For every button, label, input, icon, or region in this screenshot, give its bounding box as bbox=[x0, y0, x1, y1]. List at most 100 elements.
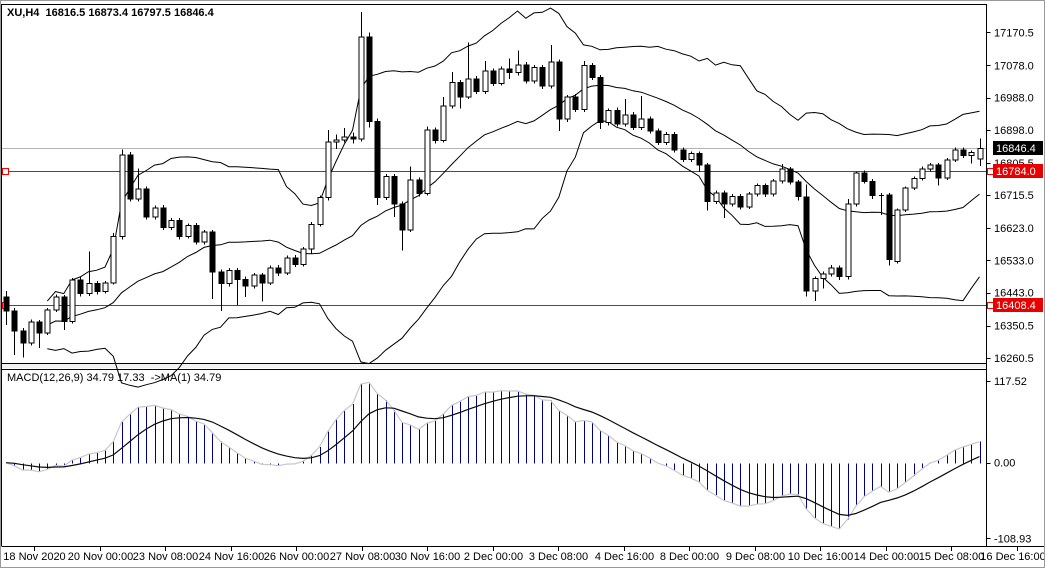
price-tick-label: 17170.5 bbox=[994, 27, 1034, 39]
line-anchor-square[interactable] bbox=[2, 168, 9, 175]
macd-main-line bbox=[5, 381, 980, 530]
candle-bear bbox=[506, 68, 513, 74]
price-tick-label: 16350.5 bbox=[994, 321, 1034, 333]
line-anchor-square[interactable] bbox=[987, 302, 994, 309]
candle-bear bbox=[556, 61, 563, 120]
candle-bear bbox=[399, 203, 406, 231]
time-tick-label: 27 Nov 08:00 bbox=[330, 551, 395, 563]
time-axis[interactable]: 18 Nov 2020 20 Nov 00:00 23 Nov 08:00 24 No… bbox=[3, 547, 1045, 563]
candle-bear bbox=[935, 164, 942, 179]
macd-signal-line bbox=[5, 395, 980, 517]
candle-bull bbox=[605, 110, 612, 124]
candle-bear bbox=[3, 296, 10, 312]
candle-bear bbox=[704, 164, 711, 202]
candle-bear bbox=[523, 64, 530, 82]
macd-tick-label: 117.52 bbox=[994, 376, 1027, 388]
price-tick-label: 16260.5 bbox=[994, 353, 1034, 365]
candle-bear bbox=[11, 310, 18, 332]
candle-bear bbox=[259, 274, 266, 284]
candle-bull bbox=[201, 231, 208, 243]
candle-bear bbox=[836, 267, 843, 277]
candle-bear bbox=[737, 195, 744, 208]
price-tick-label: 17078.0 bbox=[994, 60, 1034, 72]
time-tick-label: 8 Dec 00:00 bbox=[660, 551, 719, 563]
candle-bull bbox=[440, 105, 447, 142]
candle-bear bbox=[366, 36, 373, 122]
candle-bull bbox=[853, 172, 860, 205]
candle-bull bbox=[564, 96, 571, 120]
panel-splitter[interactable] bbox=[2, 364, 987, 368]
time-tick-label: 14 Dec 00:00 bbox=[854, 551, 919, 563]
candle-bear bbox=[647, 118, 654, 132]
candle-bull bbox=[770, 180, 777, 195]
bollinger-upper-band bbox=[46, 7, 980, 302]
macd-tick-label: -108.93 bbox=[994, 533, 1031, 545]
candle-bear bbox=[160, 207, 167, 228]
candle-bull bbox=[919, 168, 926, 179]
candle-bull bbox=[746, 193, 753, 208]
candle-bear bbox=[143, 188, 150, 218]
candle-bull bbox=[894, 209, 901, 262]
candle-bull bbox=[251, 274, 258, 287]
time-tick-label: 18 Nov 2020 bbox=[3, 551, 65, 563]
candle-bull bbox=[341, 136, 348, 141]
candle-bear bbox=[176, 219, 183, 237]
candle-bear bbox=[597, 76, 604, 124]
candle-bull bbox=[86, 283, 93, 295]
candle-bear bbox=[350, 136, 357, 140]
candle-bear bbox=[292, 257, 299, 265]
candle-bull bbox=[28, 321, 35, 344]
price-tick-label: 16443.0 bbox=[994, 288, 1034, 300]
candle-bear bbox=[416, 179, 423, 195]
candle-bear bbox=[655, 130, 662, 144]
candle-bear bbox=[630, 114, 637, 128]
price-tick-label: 16715.5 bbox=[994, 190, 1034, 202]
candle-bull bbox=[383, 175, 390, 198]
candle-bull bbox=[449, 82, 456, 107]
price-badge-label: 16784.0 bbox=[996, 166, 1036, 178]
candle-bear bbox=[20, 330, 27, 344]
time-tick-label: 26 Nov 00:00 bbox=[264, 551, 329, 563]
candle-bear bbox=[275, 267, 282, 274]
candle-bull bbox=[754, 185, 761, 195]
candle-bull bbox=[638, 118, 645, 128]
candle-bear bbox=[242, 278, 249, 287]
candle-bull bbox=[226, 269, 233, 285]
candle-bull bbox=[267, 267, 274, 284]
time-tick-label: 3 Dec 08:00 bbox=[529, 551, 588, 563]
candle-bull bbox=[102, 282, 109, 292]
candle-bear bbox=[671, 134, 678, 151]
candle-bear bbox=[36, 321, 43, 334]
line-anchor-square[interactable] bbox=[987, 168, 994, 175]
time-tick-label: 15 Dec 08:00 bbox=[919, 551, 984, 563]
candle-bull bbox=[358, 36, 365, 140]
price-axis[interactable]: 17170.517078.016988.016898.016805.516715… bbox=[986, 27, 1044, 545]
candle-bull bbox=[333, 139, 340, 143]
candle-bear bbox=[374, 120, 381, 198]
candle-bull bbox=[713, 192, 720, 202]
candle-bull bbox=[911, 177, 918, 189]
candle-bull bbox=[152, 207, 159, 218]
candle-bull bbox=[168, 219, 175, 228]
candle-bull bbox=[845, 203, 852, 277]
candle-bull bbox=[53, 296, 60, 311]
time-tick-label: 16 Dec 16:00 bbox=[980, 551, 1045, 563]
candle-bear bbox=[539, 67, 546, 87]
candle-bear bbox=[457, 82, 464, 98]
candle-bull bbox=[820, 273, 827, 280]
candle-bear bbox=[795, 181, 802, 197]
candle-bear bbox=[589, 64, 596, 78]
price-badge-label: 16408.4 bbox=[996, 300, 1036, 312]
time-tick-label: 9 Dec 08:00 bbox=[726, 551, 785, 563]
candle-bear bbox=[218, 271, 225, 285]
candle-bull bbox=[300, 248, 307, 265]
candle-bull bbox=[284, 257, 291, 274]
candle-bear bbox=[721, 192, 728, 205]
bollinger-middle-band bbox=[47, 84, 980, 326]
time-tick-label: 20 Nov 00:00 bbox=[68, 551, 133, 563]
candle-bear bbox=[869, 180, 876, 197]
candles-layer bbox=[3, 11, 984, 358]
candle-bear bbox=[193, 225, 200, 243]
candle-bull bbox=[688, 152, 695, 161]
